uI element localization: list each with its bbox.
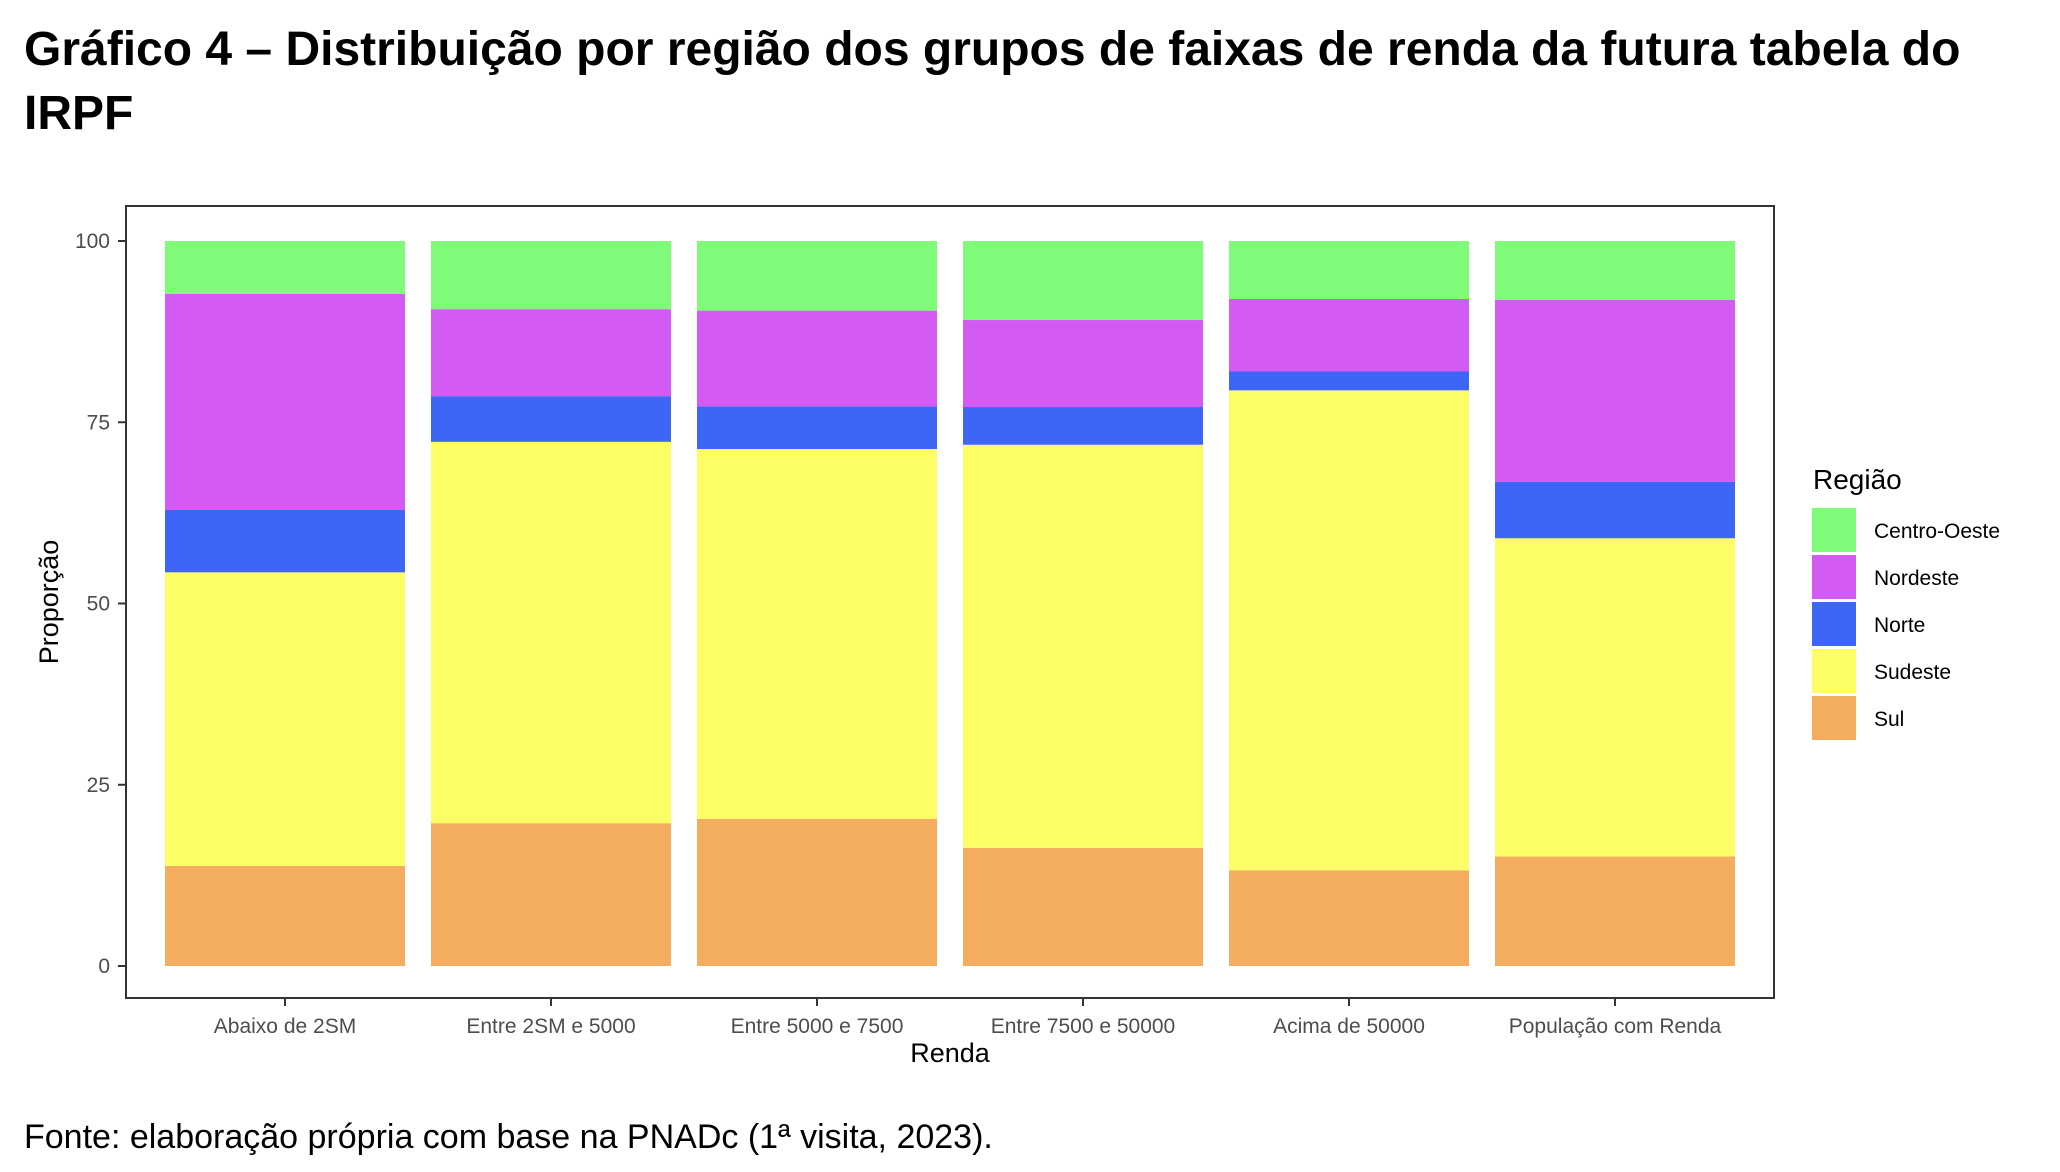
legend-label-norte: Norte	[1874, 614, 1925, 637]
x-tick-label: Entre 2SM e 5000	[466, 1015, 635, 1038]
x-tick-label: Entre 5000 e 7500	[731, 1015, 904, 1038]
y-axis-label: Proporção	[34, 540, 64, 665]
bar-segment-sudeste-acima-de-50000	[1229, 390, 1469, 871]
bar-segment-nordeste-entre-7500-e-50000	[963, 320, 1203, 408]
bar-segment-sudeste-entre-2sm-e-5000	[431, 441, 671, 824]
bar-segment-centro-oeste-entre-5000-e-7500	[697, 241, 937, 311]
y-tick-label: 0	[98, 955, 110, 978]
bar-segment-centro-oeste-entre-2sm-e-5000	[431, 241, 671, 310]
x-tick-label: População com Renda	[1509, 1015, 1722, 1038]
bar-segment-sul-entre-2sm-e-5000	[431, 823, 671, 966]
bar-segment-sul-abaixo-de-2sm	[165, 865, 405, 966]
bar-segment-centro-oeste-populacao-com-renda	[1495, 241, 1735, 300]
legend-key-centro-oeste	[1812, 508, 1856, 552]
page-title: Gráfico 4 – Distribuição por região dos …	[24, 23, 1961, 140]
bar-segment-norte-abaixo-de-2sm	[165, 509, 405, 573]
bar-segment-sul-entre-5000-e-7500	[697, 818, 937, 966]
bar-segment-centro-oeste-entre-7500-e-50000	[963, 241, 1203, 321]
stacked-bar-chart: 0 25 50 75 100 Abaixo de 2SM Entre 2SM e 5000…	[34, 205, 2000, 1068]
bar-segment-sudeste-entre-5000-e-7500	[697, 449, 937, 819]
y-tick-label: 25	[87, 774, 110, 797]
bar-segment-nordeste-populacao-com-renda	[1495, 299, 1735, 482]
x-tick-label: Acima de 50000	[1273, 1015, 1425, 1038]
x-axis: Abaixo de 2SM Entre 2SM e 5000 Entre 5000 …	[214, 998, 1722, 1038]
legend: Região Centro-Oeste Nordeste Norte Sudeste S…	[1812, 464, 2000, 740]
bar-segment-nordeste-entre-5000-e-7500	[697, 310, 937, 407]
bar-segment-norte-entre-7500-e-50000	[963, 407, 1203, 445]
x-tick-label: Entre 7500 e 50000	[991, 1015, 1176, 1038]
y-tick-label: 75	[87, 411, 110, 434]
bar-segment-centro-oeste-acima-de-50000	[1229, 241, 1469, 299]
legend-key-sudeste	[1812, 649, 1856, 693]
bar-segment-sudeste-abaixo-de-2sm	[165, 572, 405, 866]
x-tick-label: Abaixo de 2SM	[214, 1015, 356, 1038]
y-tick-label: 100	[75, 230, 110, 253]
source-note: Fonte: elaboração própria com base na PN…	[24, 1118, 993, 1156]
bar-segment-centro-oeste-abaixo-de-2sm	[165, 241, 405, 294]
y-tick-label: 50	[87, 593, 110, 616]
bar-segment-sul-acima-de-50000	[1229, 870, 1469, 966]
legend-label-sudeste: Sudeste	[1874, 661, 1951, 684]
bars-layer	[165, 241, 1735, 966]
legend-key-norte	[1812, 602, 1856, 646]
legend-key-sul	[1812, 696, 1856, 740]
bar-segment-norte-entre-5000-e-7500	[697, 406, 937, 450]
legend-title: Região	[1813, 464, 1902, 495]
legend-label-sul: Sul	[1874, 708, 1904, 731]
x-axis-label: Renda	[910, 1038, 991, 1068]
bar-segment-sul-entre-7500-e-50000	[963, 847, 1203, 966]
legend-key-nordeste	[1812, 555, 1856, 599]
bar-segment-sul-populacao-com-renda	[1495, 856, 1735, 966]
bar-segment-nordeste-entre-2sm-e-5000	[431, 309, 671, 397]
y-axis: 0 25 50 75 100	[75, 230, 126, 978]
bar-segment-norte-entre-2sm-e-5000	[431, 396, 671, 442]
bar-segment-norte-acima-de-50000	[1229, 371, 1469, 391]
bar-segment-nordeste-acima-de-50000	[1229, 299, 1469, 372]
plot-panel-border	[125, 205, 1775, 999]
bar-segment-norte-populacao-com-renda	[1495, 481, 1735, 539]
bar-segment-sudeste-populacao-com-renda	[1495, 538, 1735, 857]
legend-label-centro-oeste: Centro-Oeste	[1874, 520, 2000, 543]
bar-segment-nordeste-abaixo-de-2sm	[165, 293, 405, 510]
legend-label-nordeste: Nordeste	[1874, 567, 1959, 590]
bar-segment-sudeste-entre-7500-e-50000	[963, 444, 1203, 848]
